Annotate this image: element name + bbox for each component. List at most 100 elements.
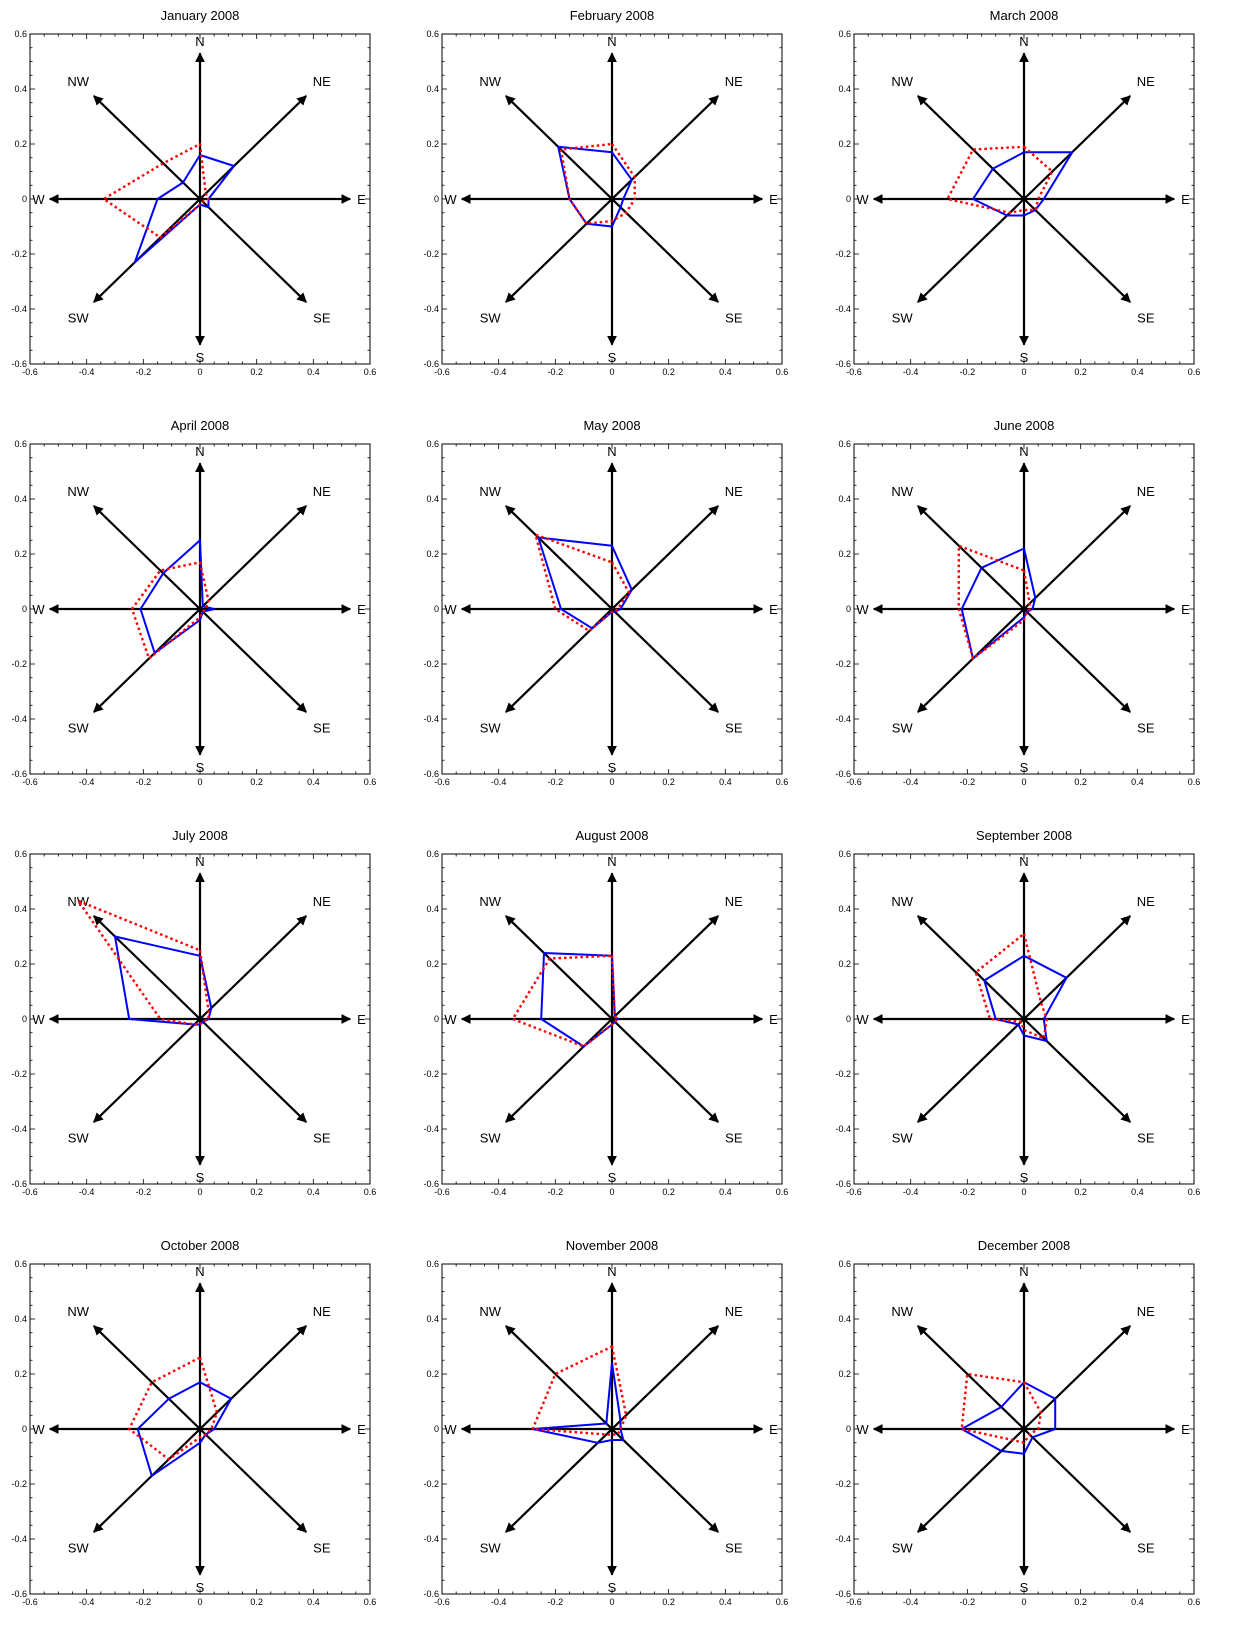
series-solid-line	[972, 151, 1074, 217]
x-tick-label: -0.2	[548, 777, 564, 787]
series-solid-line	[531, 1362, 625, 1444]
x-tick-label: 0.2	[250, 1187, 263, 1197]
y-tick-label: -0.4	[11, 1124, 27, 1134]
y-tick-label: -0.6	[11, 1179, 27, 1189]
compass-arrow-nw-se	[917, 915, 1131, 1123]
chart-title: March 2008	[990, 8, 1059, 23]
y-tick-label: 0.2	[838, 1369, 851, 1379]
chart-title: September 2008	[976, 828, 1072, 843]
direction-label-e: E	[769, 602, 778, 617]
x-tick-label: -0.2	[548, 367, 564, 377]
y-tick-label: 0.6	[426, 1259, 439, 1269]
y-tick-label: -0.2	[11, 1069, 27, 1079]
wind-rose-panel: January 2008 -0.6 -0.4 -0.2 0 0.2 0.4 0.6 0.6 0.4…	[0, 0, 400, 410]
chart-title: January 2008	[161, 8, 240, 23]
direction-label-e: E	[357, 1422, 366, 1437]
direction-label-ne: NE	[313, 484, 331, 499]
y-tick-label: -0.2	[423, 1069, 439, 1079]
y-tick-label: -0.2	[835, 1069, 851, 1079]
x-tick-label: -0.4	[491, 367, 507, 377]
y-tick-label: 0	[846, 1424, 851, 1434]
direction-label-w: W	[856, 192, 869, 207]
direction-label-ne: NE	[1137, 894, 1155, 909]
x-tick-label: 0.4	[307, 777, 320, 787]
y-tick-label: -0.4	[11, 304, 27, 314]
x-tick-label: 0.4	[719, 777, 732, 787]
y-tick-label: 0.6	[14, 849, 27, 859]
direction-label-se: SE	[725, 720, 743, 735]
direction-label-w: W	[32, 602, 45, 617]
compass-arrow-nw-se	[505, 915, 719, 1123]
direction-label-s: S	[196, 350, 205, 365]
direction-label-sw: SW	[480, 310, 502, 325]
series-solid-line	[136, 1381, 233, 1477]
x-tick-label: 0.4	[307, 367, 320, 377]
direction-label-sw: SW	[892, 720, 914, 735]
direction-label-ne: NE	[725, 1304, 743, 1319]
x-tick-label: 0.2	[662, 1187, 675, 1197]
direction-label-w: W	[444, 1422, 457, 1437]
x-tick-label: 0	[609, 777, 614, 787]
wind-rose-chart: March 2008 -0.6 -0.4 -0.2 0 0.2 0.4 0.6 0.6 0.4 0.…	[835, 8, 1200, 377]
direction-label-s: S	[196, 1580, 205, 1595]
direction-label-s: S	[608, 1170, 617, 1185]
chart-title: October 2008	[161, 1238, 240, 1253]
direction-label-sw: SW	[480, 1540, 502, 1555]
direction-label-nw: NW	[67, 1304, 89, 1319]
direction-label-w: W	[444, 602, 457, 617]
y-tick-label: 0	[846, 194, 851, 204]
direction-label-s: S	[1020, 1170, 1029, 1185]
y-tick-label: 0.2	[426, 959, 439, 969]
x-tick-label: -0.6	[22, 1187, 38, 1197]
direction-label-e: E	[357, 1012, 366, 1027]
series-solid-line	[960, 547, 1037, 660]
direction-label-nw: NW	[67, 484, 89, 499]
series-dotted-line	[534, 533, 631, 633]
series-dotted-line	[559, 142, 636, 225]
y-tick-label: -0.2	[423, 1479, 439, 1489]
y-tick-label: -0.6	[835, 1179, 851, 1189]
x-tick-label: 0.6	[776, 777, 789, 787]
y-tick-label: 0	[22, 604, 27, 614]
x-tick-label: 0.2	[1074, 777, 1087, 787]
direction-label-n: N	[607, 34, 616, 49]
x-tick-label: 0.4	[719, 1597, 732, 1607]
y-tick-label: 0.4	[14, 84, 27, 94]
x-tick-label: -0.6	[434, 777, 450, 787]
y-tick-label: 0.4	[14, 904, 27, 914]
direction-label-e: E	[1181, 1422, 1190, 1437]
chart-title: July 2008	[172, 828, 228, 843]
series-solid-line	[133, 154, 235, 264]
x-tick-label: 0	[1021, 777, 1026, 787]
x-tick-label: -0.6	[846, 1597, 862, 1607]
series-solid-line	[960, 1381, 1057, 1455]
y-tick-label: -0.6	[11, 1589, 27, 1599]
x-tick-label: 0.6	[1188, 1187, 1201, 1197]
x-tick-label: -0.4	[903, 777, 919, 787]
y-tick-label: 0.6	[838, 849, 851, 859]
direction-label-n: N	[1019, 34, 1028, 49]
wind-rose-chart: July 2008 -0.6 -0.4 -0.2 0 0.2 0.4 0.6 0.6 0.4 0.2…	[11, 828, 377, 1197]
direction-label-ne: NE	[1137, 1304, 1155, 1319]
x-tick-label: 0.2	[250, 1597, 263, 1607]
chart-title: May 2008	[583, 418, 640, 433]
x-tick-label: -0.4	[903, 1597, 919, 1607]
series-dotted-line	[76, 899, 210, 1026]
x-tick-label: 0	[1021, 367, 1026, 377]
x-tick-label: 0.6	[364, 1187, 377, 1197]
y-tick-label: 0.4	[838, 494, 851, 504]
direction-label-sw: SW	[892, 310, 914, 325]
wind-rose-panel: May 2008 -0.6 -0.4 -0.2 0 0.2 0.4 0.6 0.6 0.4 0.2 0…	[412, 410, 812, 820]
x-tick-label: -0.4	[79, 367, 95, 377]
x-tick-label: 0	[197, 1597, 202, 1607]
series-solid-line	[139, 539, 216, 654]
x-tick-label: -0.4	[79, 1187, 95, 1197]
wind-rose-chart: April 2008 -0.6 -0.4 -0.2 0 0.2 0.4 0.6 0.6 0.4 0.…	[11, 418, 376, 787]
y-tick-label: 0.4	[838, 1314, 851, 1324]
x-tick-label: -0.6	[22, 777, 38, 787]
direction-label-nw: NW	[67, 74, 89, 89]
y-tick-label: 0.6	[14, 1259, 27, 1269]
compass-arrow-nw-se	[505, 95, 719, 303]
y-tick-label: -0.4	[11, 1534, 27, 1544]
